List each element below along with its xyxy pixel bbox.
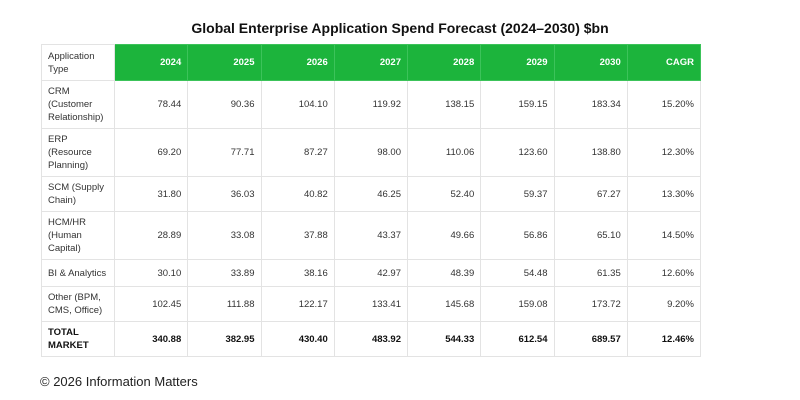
table-cell: 12.46% xyxy=(626,321,702,357)
table-cell: 59.37 xyxy=(480,176,555,212)
row-label: BI & Analytics xyxy=(41,259,115,287)
table-cell: 111.88 xyxy=(187,286,262,322)
table-cell: 65.10 xyxy=(553,211,628,260)
table-cell: 78.44 xyxy=(113,80,189,129)
table-cell: 28.89 xyxy=(113,211,189,260)
table-cell: 30.10 xyxy=(113,259,189,287)
column-header-2028: 2028 xyxy=(406,44,482,81)
table-cell: 46.25 xyxy=(333,176,409,212)
table-cell: 123.60 xyxy=(480,128,555,177)
total-row: TOTAL MARKET 340.88 382.95 430.40 483.92 544.… xyxy=(41,321,702,357)
table-cell: 15.20% xyxy=(626,80,702,129)
table-cell: 159.08 xyxy=(480,286,555,322)
table-cell: 33.89 xyxy=(187,259,262,287)
copyright-footer: © 2026 Information Matters xyxy=(40,374,198,389)
table-cell: 52.40 xyxy=(406,176,482,212)
table-row: HCM/HR (Human Capital) 28.89 33.08 37.88 43.… xyxy=(41,211,702,260)
table-cell: 31.80 xyxy=(113,176,189,212)
table-row: CRM (Customer Relationship) 78.44 90.36 104… xyxy=(41,80,702,129)
column-header-2030: 2030 xyxy=(553,44,628,81)
table-cell: 612.54 xyxy=(480,321,555,357)
table-cell: 67.27 xyxy=(553,176,628,212)
row-label: ERP (Resource Planning) xyxy=(41,128,115,177)
column-header-2025: 2025 xyxy=(187,44,262,81)
row-label: TOTAL MARKET xyxy=(41,321,115,357)
table-cell: 138.80 xyxy=(553,128,628,177)
table-cell: 90.36 xyxy=(187,80,262,129)
table-cell: 38.16 xyxy=(260,259,335,287)
table-cell: 56.86 xyxy=(480,211,555,260)
header-row: Application Type 2024 2025 2026 2027 2028 2029… xyxy=(41,44,702,81)
table-cell: 48.39 xyxy=(406,259,482,287)
table-cell: 98.00 xyxy=(333,128,409,177)
table-cell: 33.08 xyxy=(187,211,262,260)
table-cell: 40.82 xyxy=(260,176,335,212)
table-cell: 43.37 xyxy=(333,211,409,260)
table-row: BI & Analytics 30.10 33.89 38.16 42.97 48.39 5… xyxy=(41,259,702,287)
table-row: Other (BPM, CMS, Office) 102.45 111.88 122.… xyxy=(41,286,702,322)
column-header-2029: 2029 xyxy=(480,44,555,81)
table-cell: 77.71 xyxy=(187,128,262,177)
table-title: Global Enterprise Application Spend Fore… xyxy=(191,20,609,36)
table-cell: 12.30% xyxy=(626,128,702,177)
table-cell: 102.45 xyxy=(113,286,189,322)
table-cell: 119.92 xyxy=(333,80,409,129)
table-cell: 382.95 xyxy=(187,321,262,357)
table-cell: 133.41 xyxy=(333,286,409,322)
row-label: CRM (Customer Relationship) xyxy=(41,80,115,129)
column-header-2026: 2026 xyxy=(260,44,335,81)
row-label: Other (BPM, CMS, Office) xyxy=(41,286,115,322)
table-cell: 14.50% xyxy=(626,211,702,260)
table-cell: 159.15 xyxy=(480,80,555,129)
table-cell: 689.57 xyxy=(553,321,628,357)
table-cell: 61.35 xyxy=(553,259,628,287)
table-cell: 42.97 xyxy=(333,259,409,287)
column-header-application-type: Application Type xyxy=(41,44,115,81)
table-cell: 12.60% xyxy=(626,259,702,287)
column-header-cagr: CAGR xyxy=(626,44,702,81)
table-cell: 483.92 xyxy=(333,321,409,357)
table-cell: 110.06 xyxy=(406,128,482,177)
table-row: SCM (Supply Chain) 31.80 36.03 40.82 46.25 52… xyxy=(41,176,702,212)
table-cell: 430.40 xyxy=(260,321,335,357)
forecast-table: Application Type 2024 2025 2026 2027 2028 2029… xyxy=(41,44,702,357)
table-cell: 36.03 xyxy=(187,176,262,212)
table-cell: 37.88 xyxy=(260,211,335,260)
table-row: ERP (Resource Planning) 69.20 77.71 87.27 98… xyxy=(41,128,702,177)
column-header-2024: 2024 xyxy=(113,44,189,81)
table-cell: 87.27 xyxy=(260,128,335,177)
table-cell: 49.66 xyxy=(406,211,482,260)
table-cell: 544.33 xyxy=(406,321,482,357)
table-cell: 104.10 xyxy=(260,80,335,129)
row-label: HCM/HR (Human Capital) xyxy=(41,211,115,260)
table-cell: 183.34 xyxy=(553,80,628,129)
table-cell: 340.88 xyxy=(113,321,189,357)
table-cell: 173.72 xyxy=(553,286,628,322)
table-cell: 69.20 xyxy=(113,128,189,177)
table-cell: 13.30% xyxy=(626,176,702,212)
table-cell: 145.68 xyxy=(406,286,482,322)
table-cell: 54.48 xyxy=(480,259,555,287)
column-header-2027: 2027 xyxy=(333,44,409,81)
row-label: SCM (Supply Chain) xyxy=(41,176,115,212)
table-cell: 138.15 xyxy=(406,80,482,129)
table-cell: 122.17 xyxy=(260,286,335,322)
table-cell: 9.20% xyxy=(626,286,702,322)
